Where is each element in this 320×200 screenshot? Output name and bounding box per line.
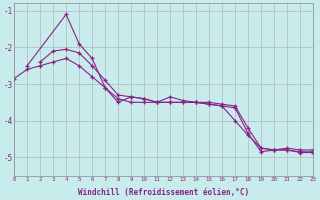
X-axis label: Windchill (Refroidissement éolien,°C): Windchill (Refroidissement éolien,°C) xyxy=(78,188,249,197)
